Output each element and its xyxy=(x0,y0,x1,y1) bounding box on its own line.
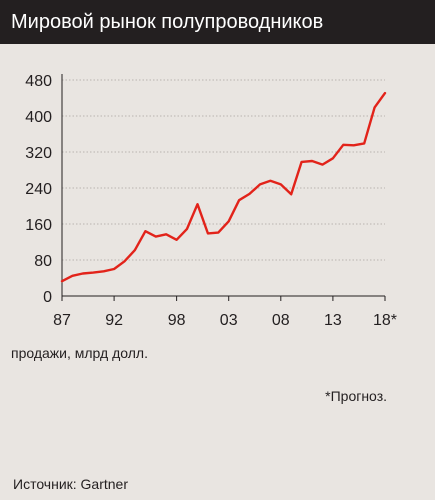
x-tick-label: 98 xyxy=(168,312,186,329)
sales-series-line xyxy=(60,91,387,283)
page-title: Мировой рынок полупроводников xyxy=(0,0,435,44)
y-tick-label: 80 xyxy=(34,253,52,270)
x-tick-label: 87 xyxy=(53,312,71,329)
grid-lines xyxy=(62,79,385,261)
y-tick-label: 480 xyxy=(25,73,52,90)
line-chart: 0 80 160 240 320 400 480 87 92 98 03 08 13 18* xyxy=(25,73,397,329)
y-tick-label: 160 xyxy=(25,217,52,234)
x-tick-label: 13 xyxy=(324,312,342,329)
y-tick-label: 240 xyxy=(25,181,52,198)
x-tick-label: 08 xyxy=(272,312,290,329)
y-tick-label: 320 xyxy=(25,145,52,162)
y-axis-label: продажи, млрд долл. xyxy=(11,345,148,361)
y-tick-label: 400 xyxy=(25,109,52,126)
x-tick-label: 92 xyxy=(105,312,123,329)
x-tick-label: 03 xyxy=(220,312,238,329)
source-label: Источник: Gartner xyxy=(13,476,129,492)
tick-labels: 0 80 160 240 320 400 480 87 92 98 03 08 13 18* xyxy=(25,73,397,329)
axes xyxy=(61,74,386,301)
y-tick-label: 0 xyxy=(43,289,52,306)
x-tick-label: 18* xyxy=(373,312,397,329)
forecast-note: *Прогноз. xyxy=(325,388,387,404)
series-layer xyxy=(60,91,387,283)
